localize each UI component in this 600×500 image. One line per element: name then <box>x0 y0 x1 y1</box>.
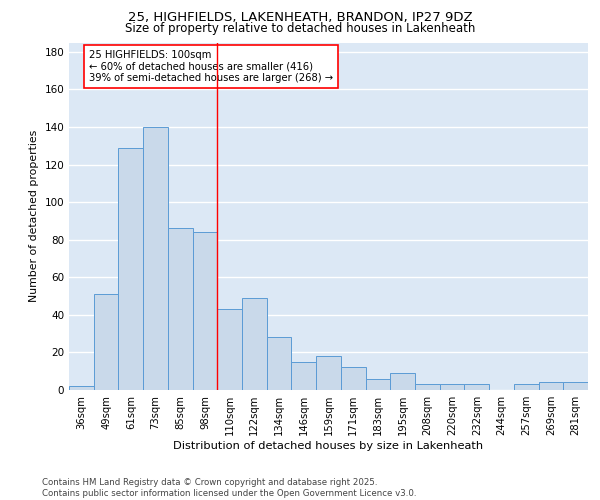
Bar <box>94 294 118 390</box>
Bar <box>415 384 440 390</box>
Bar <box>316 356 341 390</box>
Bar <box>118 148 143 390</box>
Bar <box>539 382 563 390</box>
Bar <box>267 338 292 390</box>
Bar <box>168 228 193 390</box>
Text: Size of property relative to detached houses in Lakenheath: Size of property relative to detached ho… <box>125 22 475 35</box>
Bar <box>242 298 267 390</box>
Bar <box>390 373 415 390</box>
Bar <box>365 378 390 390</box>
Text: 25, HIGHFIELDS, LAKENHEATH, BRANDON, IP27 9DZ: 25, HIGHFIELDS, LAKENHEATH, BRANDON, IP2… <box>128 11 472 24</box>
Bar <box>514 384 539 390</box>
Bar <box>69 386 94 390</box>
Bar <box>143 127 168 390</box>
Bar <box>440 384 464 390</box>
Bar <box>292 362 316 390</box>
Bar <box>563 382 588 390</box>
Y-axis label: Number of detached properties: Number of detached properties <box>29 130 39 302</box>
Text: 25 HIGHFIELDS: 100sqm
← 60% of detached houses are smaller (416)
39% of semi-det: 25 HIGHFIELDS: 100sqm ← 60% of detached … <box>89 50 333 83</box>
Bar <box>341 368 365 390</box>
X-axis label: Distribution of detached houses by size in Lakenheath: Distribution of detached houses by size … <box>173 441 484 451</box>
Bar <box>217 309 242 390</box>
Bar <box>193 232 217 390</box>
Bar <box>464 384 489 390</box>
Text: Contains HM Land Registry data © Crown copyright and database right 2025.
Contai: Contains HM Land Registry data © Crown c… <box>42 478 416 498</box>
